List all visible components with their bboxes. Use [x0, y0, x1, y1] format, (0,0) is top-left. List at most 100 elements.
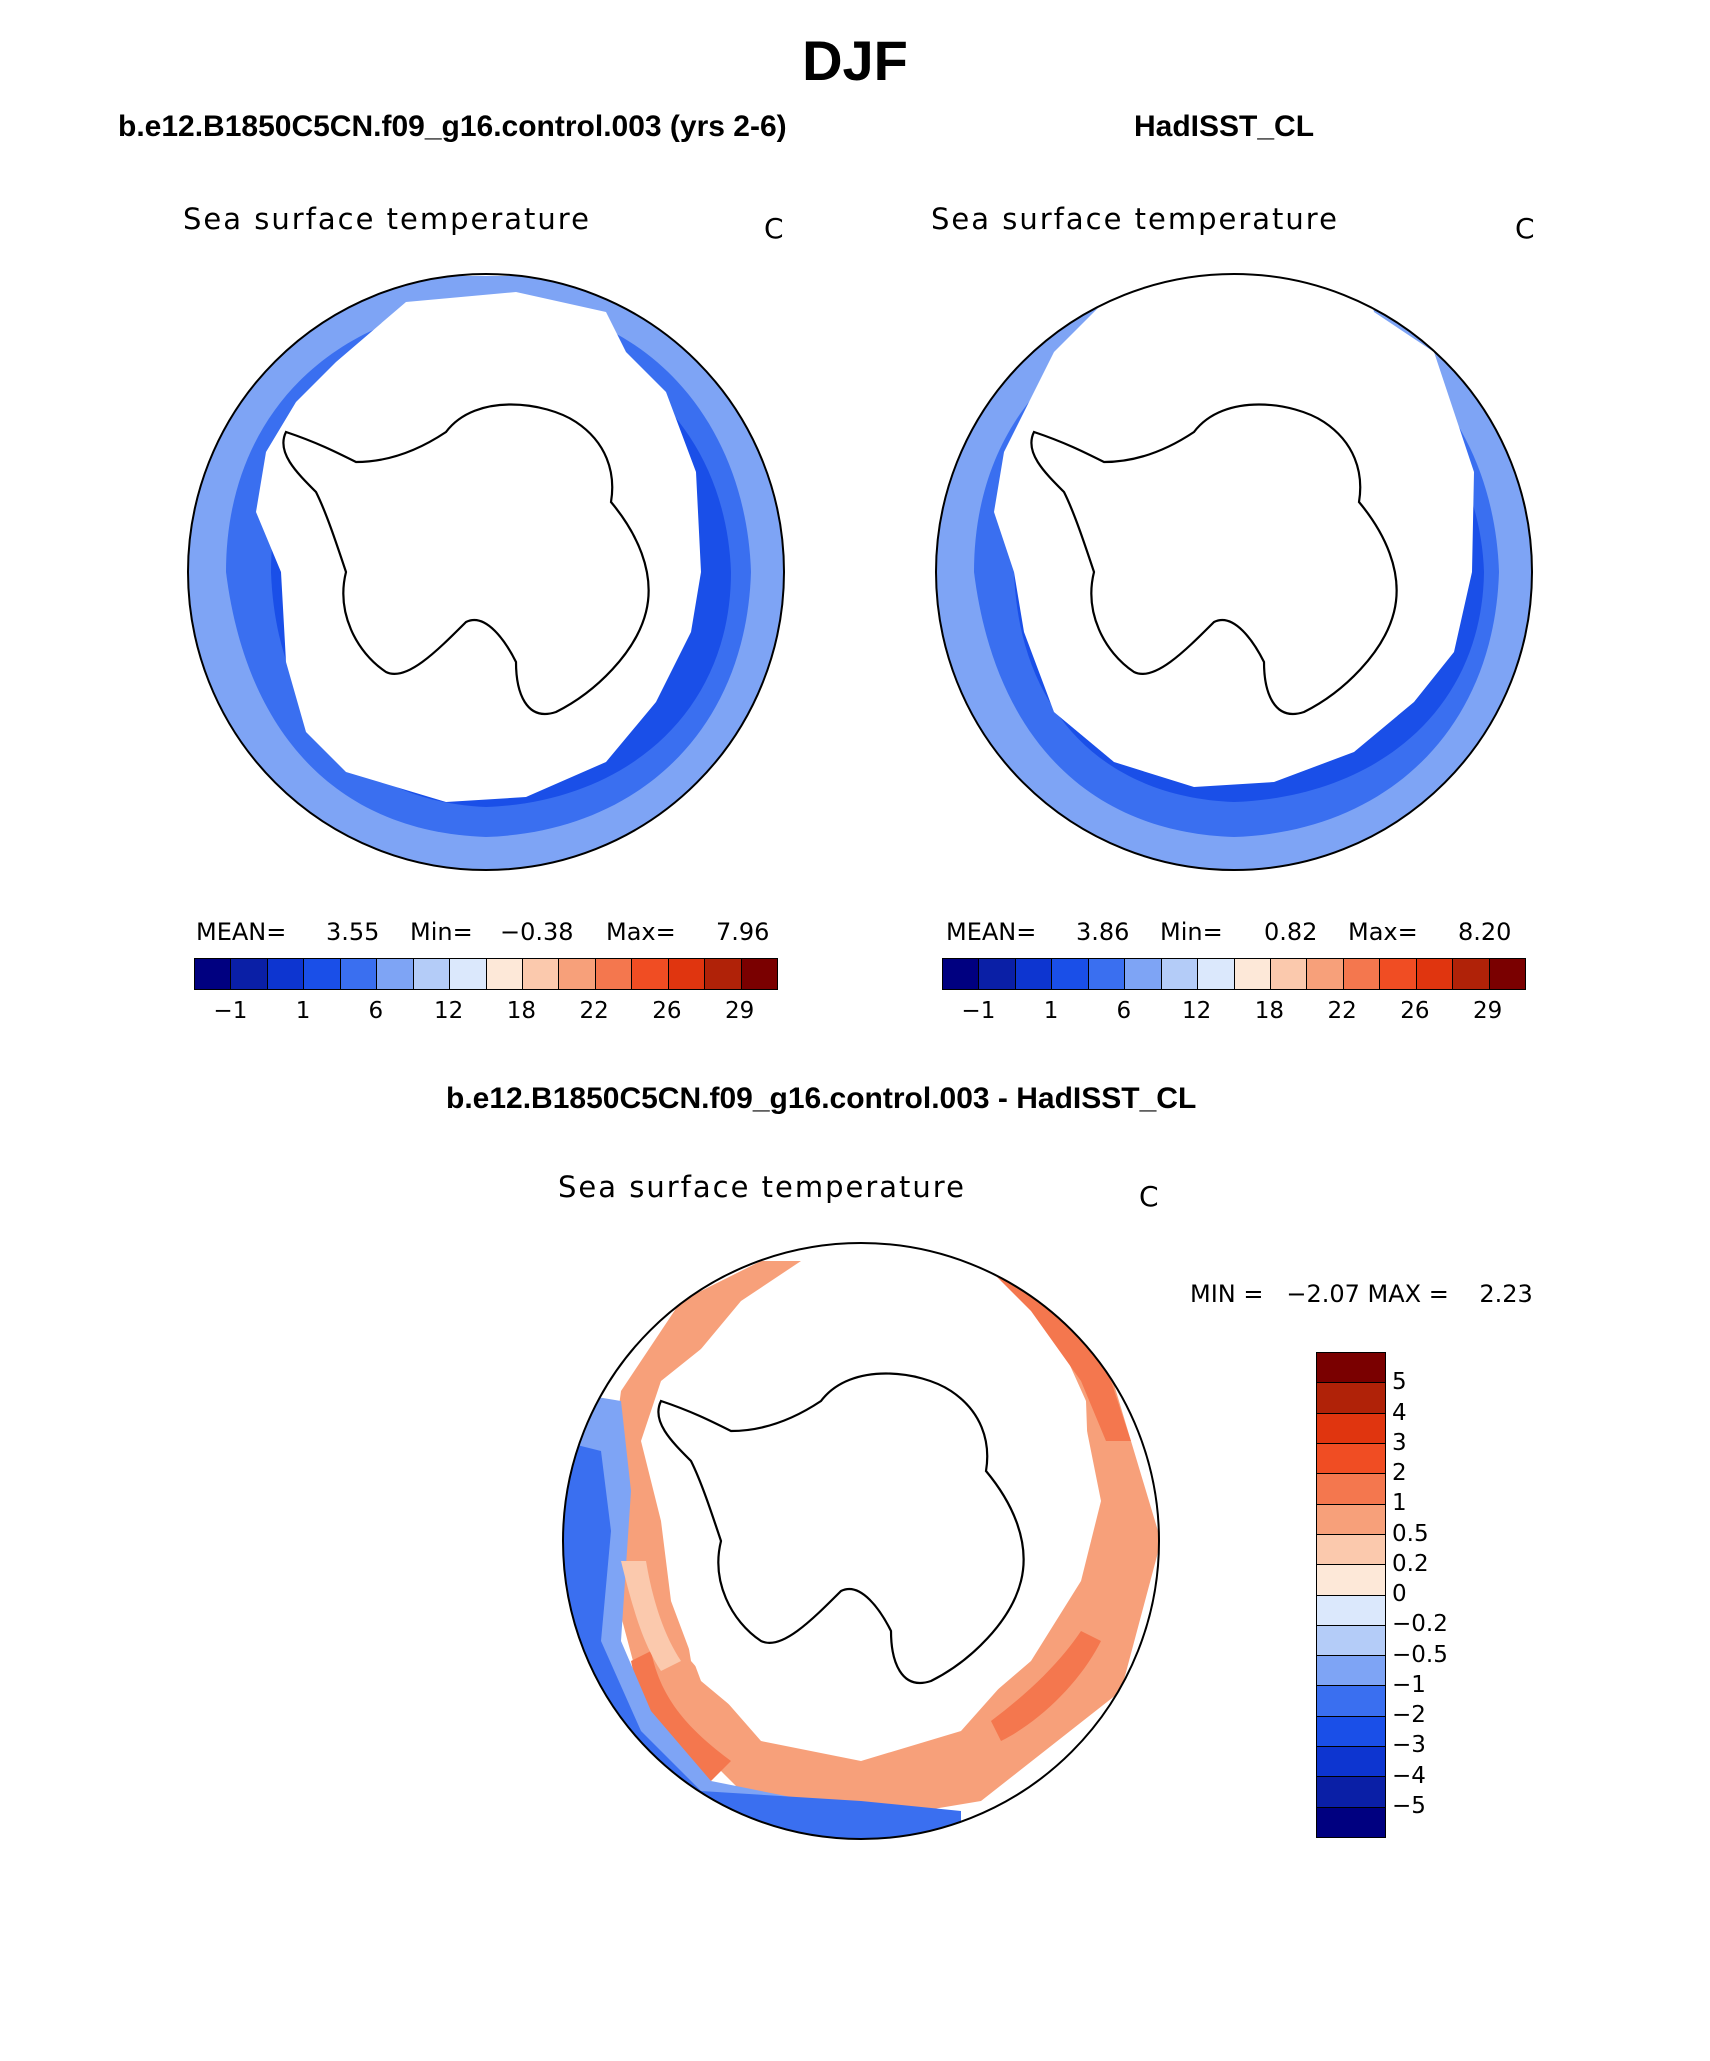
- diff-pale-patch: [621, 1561, 681, 1671]
- diff-map-border: [562, 1242, 1160, 1840]
- diff-sea-ice: [641, 1261, 1101, 1751]
- colorbar-swatch: [449, 959, 486, 989]
- obs-max-label: Max=: [1348, 918, 1418, 946]
- diff-antarctica-coast: [657, 1372, 1025, 1684]
- colorbar-swatch: [1317, 1746, 1385, 1777]
- colorbar-swatch: [1269, 959, 1307, 989]
- colorbar-swatch: [1317, 1412, 1385, 1443]
- colorbar-tick-label: 1: [295, 998, 311, 1024]
- diff-warm-band: [601, 1261, 1159, 1821]
- colorbar-tick-label: −5: [1392, 1792, 1426, 1819]
- colorbar-tick-label: 18: [506, 998, 537, 1024]
- colorbar-tick-label: 26: [652, 998, 682, 1024]
- colorbar-swatch: [1379, 959, 1416, 989]
- colorbar-swatch: [1160, 959, 1198, 989]
- colorbar-swatch: [195, 959, 231, 989]
- colorbar-swatch: [230, 959, 267, 989]
- colorbar-tick-label: 0.2: [1392, 1550, 1429, 1577]
- colorbar-swatch: [1197, 959, 1234, 989]
- colorbar-swatch: [1051, 959, 1088, 989]
- obs-antarctica-coast: [1030, 403, 1398, 715]
- colorbar-swatch: [667, 959, 705, 989]
- obs-min-label: Min=: [1160, 918, 1223, 946]
- colorbar-swatch: [631, 959, 668, 989]
- colorbar-swatch: [1317, 1776, 1385, 1807]
- obs-panel-title: HadISST_CL: [1134, 110, 1315, 143]
- colorbar-swatch: [303, 959, 340, 989]
- colorbar-tick-label: 3: [1392, 1429, 1407, 1456]
- obs-sea-ice: [994, 274, 1474, 787]
- colorbar-tick-label: −4: [1392, 1762, 1426, 1789]
- obs-units: C: [1515, 212, 1535, 245]
- model-mean-label: MEAN=: [196, 918, 287, 946]
- model-plot-title: Sea surface temperature: [183, 202, 591, 236]
- model-min-label: Min=: [410, 918, 473, 946]
- colorbar-tick-label: −1: [1392, 1671, 1426, 1698]
- colorbar-swatch: [1317, 1442, 1385, 1474]
- diff-warm-se: [991, 1631, 1101, 1741]
- colorbar-swatch: [740, 959, 777, 989]
- colorbar-swatch: [1317, 1806, 1385, 1837]
- model-units: C: [764, 212, 784, 245]
- colorbar-tick-label: −1: [961, 998, 996, 1024]
- colorbar-swatch: [943, 959, 979, 989]
- model-antarctica-coast: [282, 403, 650, 715]
- colorbar-swatch: [1317, 1503, 1385, 1534]
- colorbar-tick-label: −1: [213, 998, 248, 1024]
- colorbar-swatch: [1317, 1564, 1385, 1595]
- obs-min-value: 0.82: [1264, 918, 1318, 946]
- obs-mean-value: 3.86: [1076, 918, 1130, 946]
- model-colorbar: [194, 958, 778, 990]
- colorbar-swatch: [1342, 959, 1380, 989]
- colorbar-swatch: [1014, 959, 1052, 989]
- colorbar-swatch: [1317, 1715, 1385, 1747]
- colorbar-swatch: [1317, 1685, 1385, 1716]
- colorbar-swatch: [704, 959, 741, 989]
- colorbar-swatch: [1317, 1382, 1385, 1413]
- obs-colorbar: [942, 958, 1526, 990]
- colorbar-tick-label: 22: [579, 998, 609, 1024]
- colorbar-swatch: [1452, 959, 1489, 989]
- colorbar-swatch: [1233, 959, 1270, 989]
- model-mean-value: 3.55: [326, 918, 380, 946]
- model-max-value: 7.96: [716, 918, 770, 946]
- colorbar-tick-label: 1: [1043, 998, 1059, 1024]
- colorbar-tick-label: 0.5: [1392, 1520, 1429, 1547]
- colorbar-swatch: [1317, 1624, 1385, 1656]
- colorbar-tick-label: 6: [368, 998, 384, 1024]
- colorbar-swatch: [1087, 959, 1125, 989]
- obs-map-border: [935, 273, 1533, 871]
- diff-minmax: MIN = −2.07 MAX = 2.23: [1190, 1280, 1533, 1308]
- colorbar-tick-label: 22: [1327, 998, 1357, 1024]
- colorbar-tick-label: 12: [1181, 998, 1212, 1024]
- colorbar-tick-label: 4: [1392, 1399, 1407, 1426]
- colorbar-tick-label: 29: [724, 998, 755, 1024]
- colorbar-tick-label: 6: [1116, 998, 1132, 1024]
- diff-panel-title: b.e12.B1850C5CN.f09_g16.control.003 - Ha…: [446, 1082, 1197, 1115]
- colorbar-tick-label: 26: [1400, 998, 1430, 1024]
- colorbar-swatch: [1317, 1353, 1385, 1383]
- obs-mean-label: MEAN=: [946, 918, 1037, 946]
- figure-title: DJF: [802, 29, 908, 92]
- model-panel-title: b.e12.B1850C5CN.f09_g16.control.003 (yrs…: [118, 110, 787, 143]
- colorbar-swatch: [1317, 1533, 1385, 1565]
- colorbar-tick-label: 1: [1392, 1490, 1407, 1517]
- colorbar-swatch: [339, 959, 377, 989]
- model-sea-ice: [256, 292, 701, 802]
- colorbar-swatch: [1317, 1655, 1385, 1686]
- diff-plot-title: Sea surface temperature: [558, 1170, 966, 1204]
- colorbar-swatch: [1317, 1473, 1385, 1504]
- model-map-border: [187, 273, 785, 871]
- colorbar-swatch: [1317, 1594, 1385, 1625]
- colorbar-swatch: [594, 959, 632, 989]
- colorbar-tick-label: −3: [1392, 1732, 1426, 1759]
- colorbar-tick-label: 18: [1254, 998, 1285, 1024]
- colorbar-tick-label: −0.5: [1392, 1641, 1448, 1668]
- diff-units: C: [1139, 1180, 1159, 1213]
- model-map: [187, 273, 785, 871]
- colorbar-tick-label: 5: [1392, 1369, 1407, 1396]
- diff-colorbar: [1316, 1352, 1386, 1838]
- diff-warm-ne: [981, 1261, 1131, 1441]
- colorbar-tick-label: 29: [1472, 998, 1503, 1024]
- model-min-value: −0.38: [500, 918, 574, 946]
